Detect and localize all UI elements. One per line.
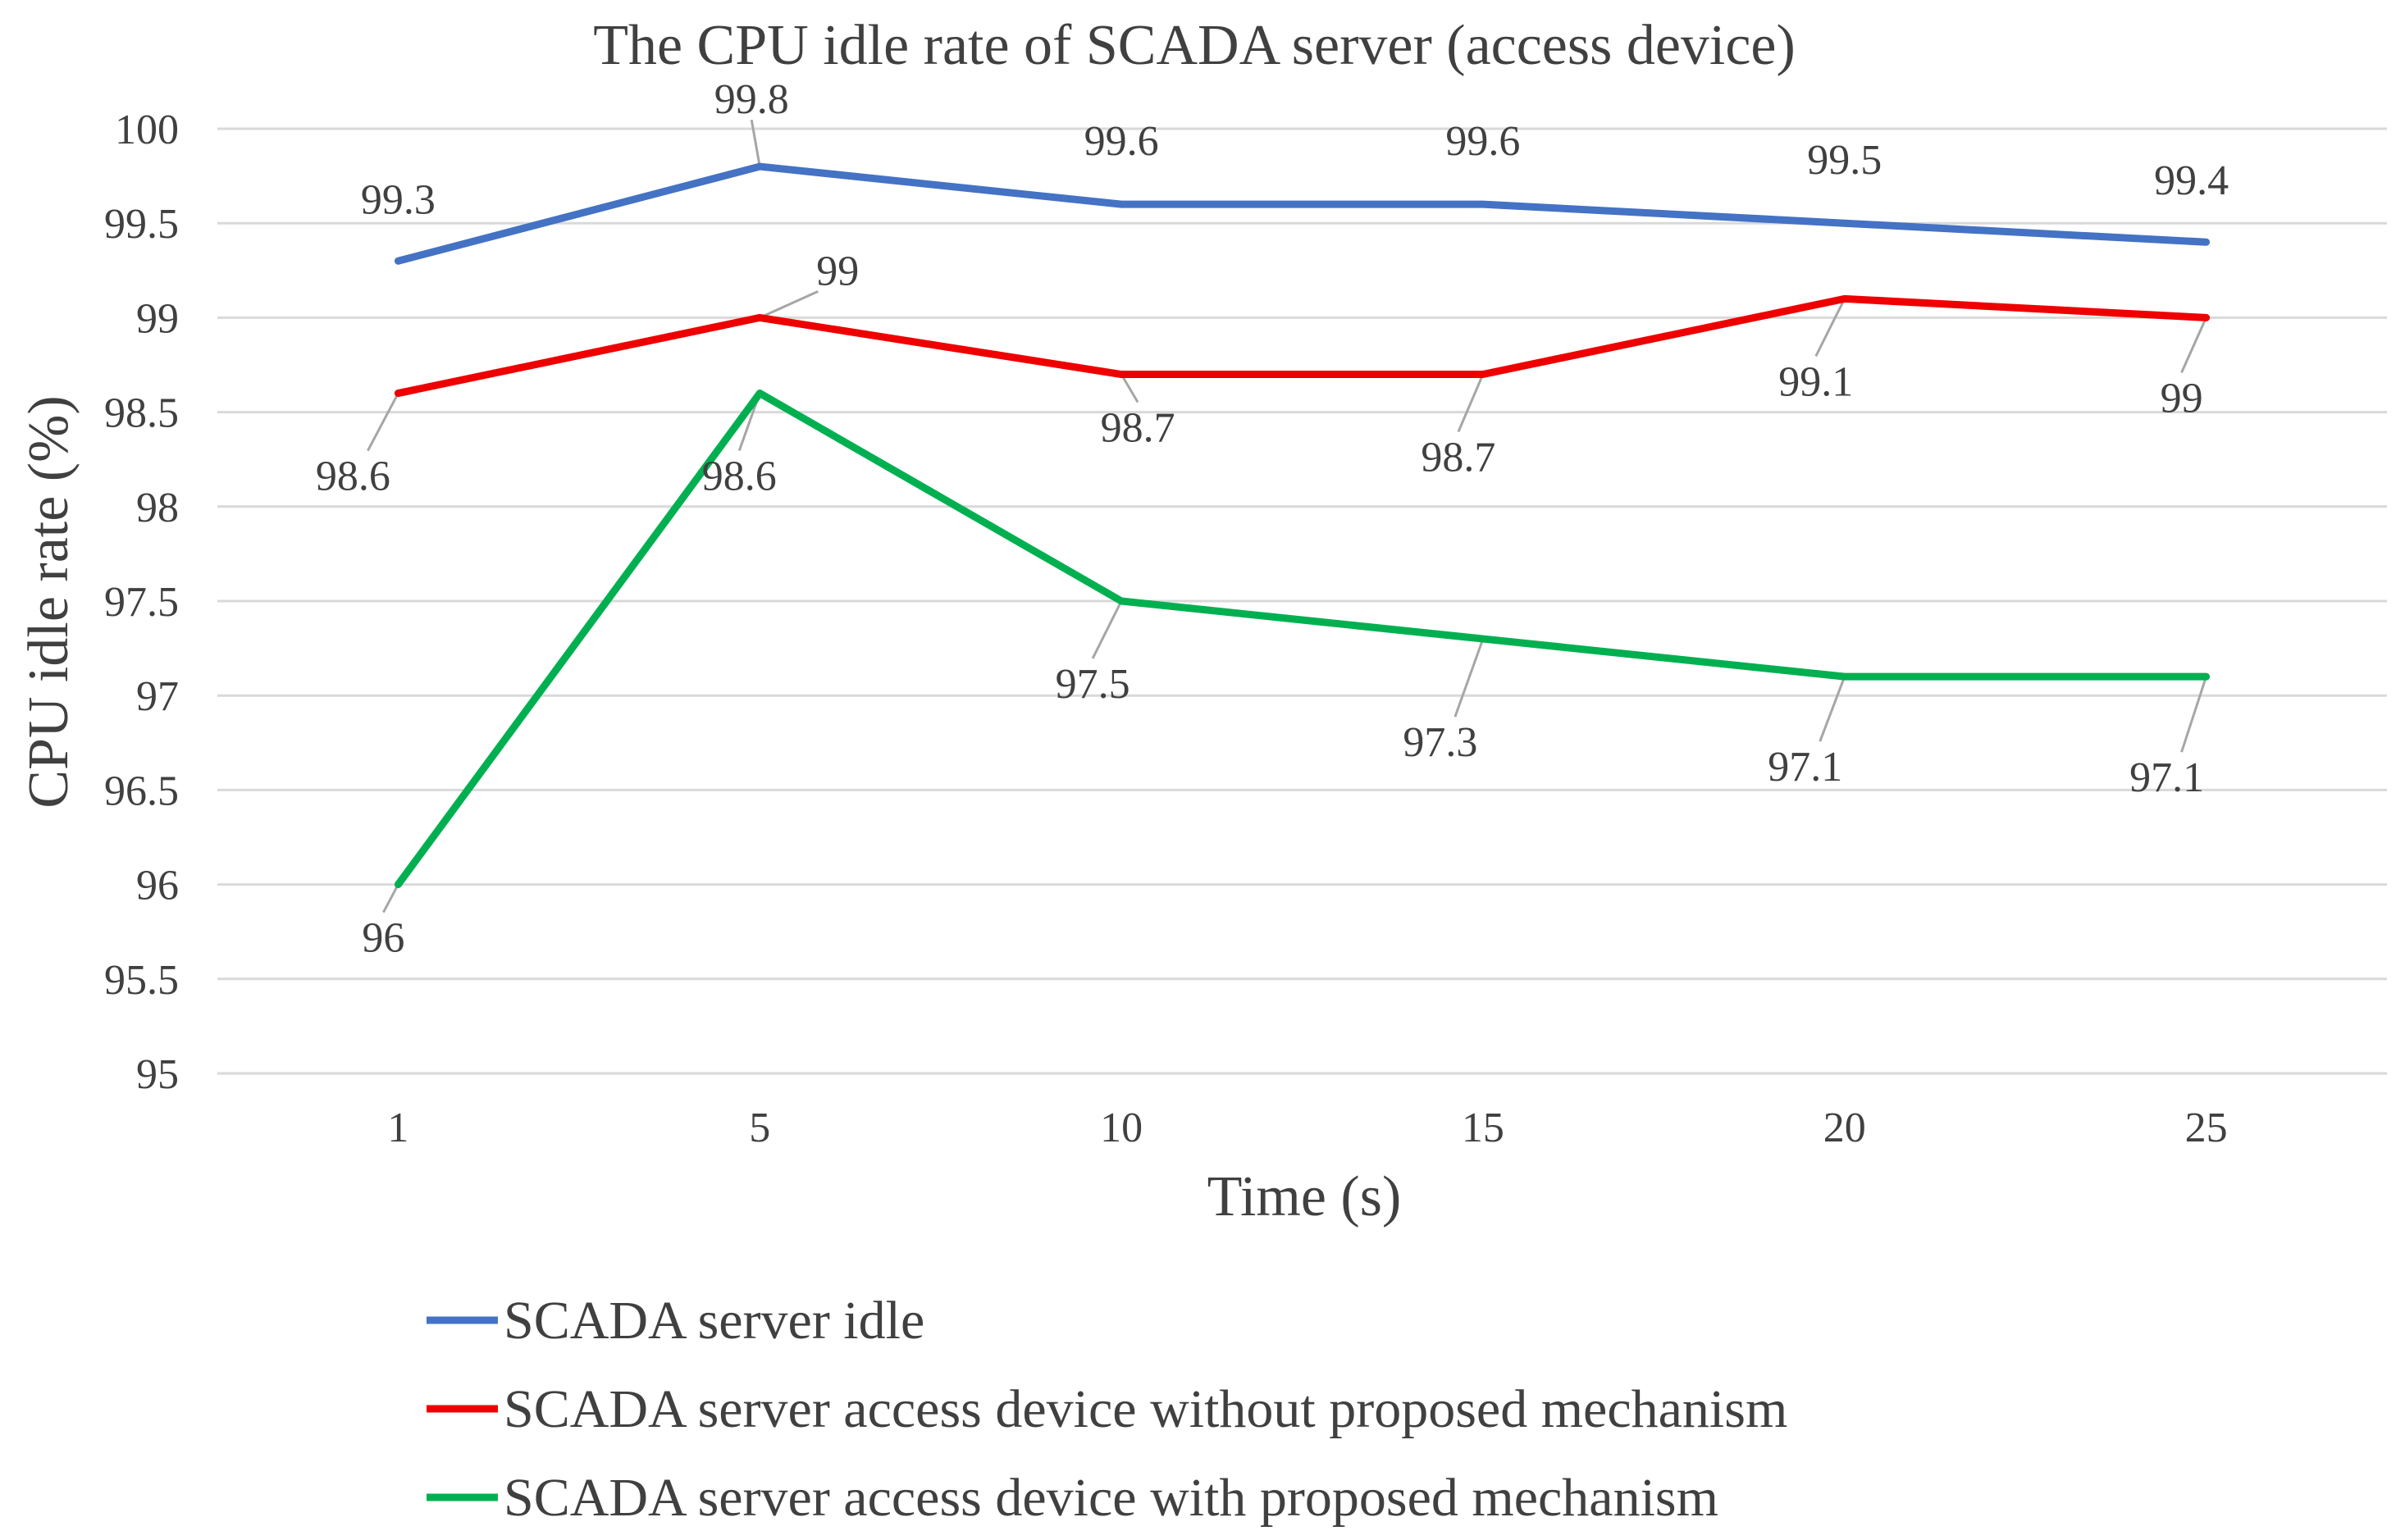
y-tick-label: 99: [136, 295, 179, 342]
y-tick-label: 96: [136, 863, 179, 909]
series-line: [394, 162, 2211, 265]
data-label: 98.7: [1101, 405, 1175, 452]
y-tick-label: 96.5: [104, 768, 179, 814]
y-axis-label: CPU idle rate (%): [17, 395, 80, 808]
leader-line: [1453, 638, 1485, 718]
series-line: [394, 294, 2211, 398]
series-lines: [394, 162, 2211, 889]
data-label: 99.5: [1807, 137, 1882, 184]
y-tick-label: 95: [136, 1051, 179, 1098]
leader-line: [2180, 676, 2208, 753]
leader-line: [1457, 373, 1485, 433]
data-label: 98.6: [316, 453, 390, 500]
leader-line: [1120, 373, 1139, 403]
data-label: 96: [362, 915, 404, 962]
data-label: 99.8: [714, 76, 789, 123]
data-label: 99.3: [361, 176, 436, 223]
legend-label: SCADA server access device with proposed…: [504, 1468, 1718, 1528]
data-label: 99.4: [2154, 157, 2229, 204]
x-tick-label: 5: [749, 1105, 770, 1151]
x-axis-ticks: 1 5 10 15 20 25: [387, 1105, 2227, 1151]
y-tick-label: 97: [136, 673, 179, 720]
data-label: 98.7: [1421, 435, 1495, 481]
y-tick-label: 100: [115, 107, 179, 153]
x-tick-label: 15: [1462, 1105, 1504, 1151]
legend-label: SCADA server idle: [504, 1291, 924, 1351]
chart-title: The CPU idle rate of SCADA server (acces…: [593, 14, 1796, 77]
x-tick-label: 10: [1100, 1105, 1143, 1151]
data-label-leaders: [367, 119, 2208, 914]
leader-line: [1814, 298, 1846, 358]
x-tick-label: 1: [387, 1105, 408, 1151]
x-tick-label: 20: [1823, 1105, 1866, 1151]
y-tick-label: 98: [136, 485, 179, 531]
leader-line: [759, 290, 819, 319]
data-label: 99.6: [1445, 118, 1520, 165]
data-label: 99: [2161, 375, 2203, 421]
y-tick-label: 98.5: [104, 390, 179, 437]
data-label: 99.1: [1778, 358, 1853, 405]
leader-line: [367, 392, 399, 452]
data-labels: 99.3 99.8 99.6 99.6 99.5 99.4 98.6 99 98.7 98.7 99…: [316, 76, 2229, 962]
leader-line: [750, 119, 761, 167]
y-tick-label: 95.5: [104, 957, 179, 1004]
leader-line: [382, 883, 399, 914]
data-label: 99: [816, 248, 859, 294]
data-label: 97.1: [1768, 744, 1842, 791]
data-label: 98.6: [702, 453, 777, 500]
data-label: 99.6: [1084, 118, 1159, 165]
y-axis-ticks: 95 95.5 96 96.5 97 97.5 98 98.5 99 99.5 100: [104, 107, 179, 1098]
legend-label: SCADA server access device without propo…: [504, 1379, 1787, 1439]
leader-line: [2180, 317, 2207, 374]
series-line: [394, 390, 2211, 889]
data-label: 97.3: [1403, 719, 1477, 766]
x-axis-label: Time (s): [1207, 1165, 1402, 1228]
leader-line: [1819, 676, 1846, 742]
gridlines: [217, 127, 2387, 1075]
legend: SCADA server idle SCADA server access dev…: [427, 1291, 1787, 1528]
data-label: 97.5: [1056, 661, 1130, 708]
leader-line: [1091, 600, 1123, 659]
data-label: 97.1: [2129, 754, 2204, 801]
x-tick-label: 25: [2185, 1105, 2228, 1151]
y-tick-label: 99.5: [104, 201, 179, 248]
y-tick-label: 97.5: [104, 579, 179, 626]
